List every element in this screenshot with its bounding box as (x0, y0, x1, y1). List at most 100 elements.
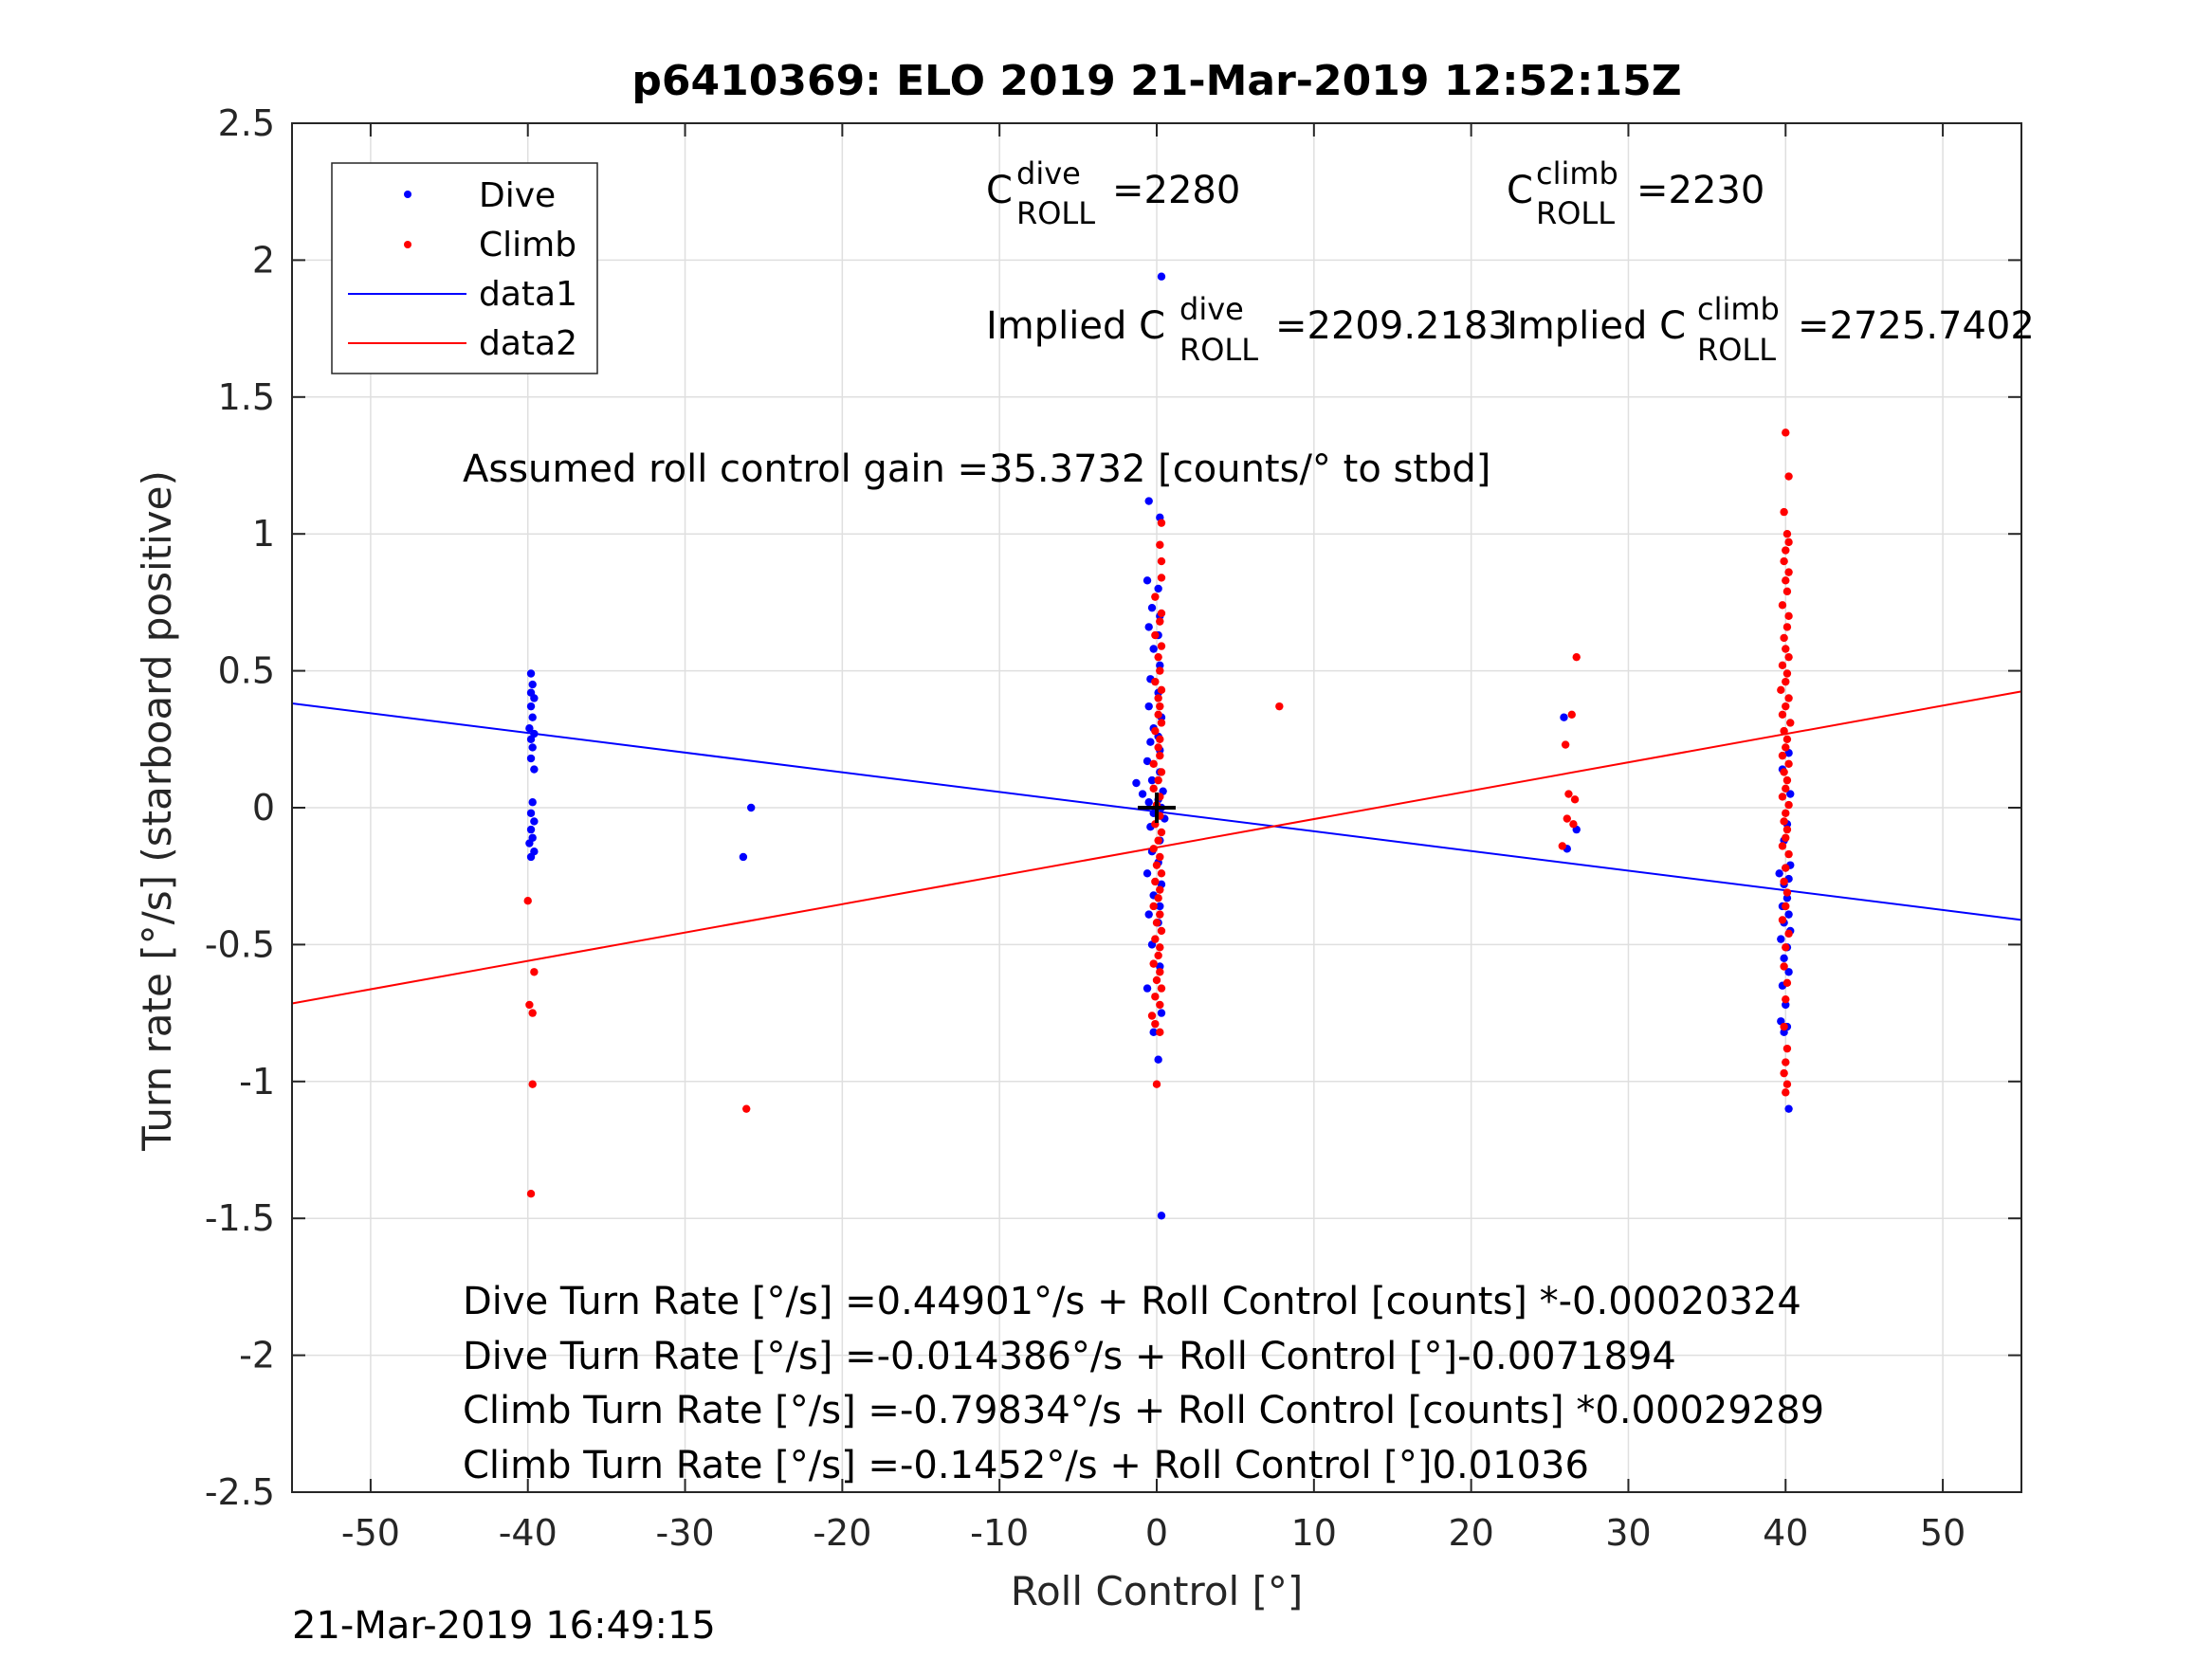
dive-point (526, 735, 536, 743)
climb-point (1157, 574, 1166, 582)
implied-climb-subscript: ROLL (1697, 332, 1776, 368)
climb-point (1157, 719, 1166, 727)
climb-point (1782, 833, 1790, 842)
implied-climb-value: =2725.7402 (1798, 304, 2035, 348)
y-tick-label: -1.5 (205, 1197, 275, 1239)
y-tick-label: 0 (252, 787, 275, 829)
climb-point (1156, 910, 1164, 919)
dive-point (1786, 790, 1795, 798)
climb-point (1782, 1044, 1792, 1053)
climb-point (1782, 888, 1792, 897)
climb-point (1782, 902, 1790, 911)
climb-point (1782, 645, 1790, 653)
climb-point (1558, 842, 1567, 850)
y-tick-label: 1.5 (218, 376, 275, 418)
climb-point (1157, 828, 1166, 837)
dive-point (1780, 1028, 1788, 1037)
fit-equation-2: Dive Turn Rate [°/s] =-0.014386°/s + Rol… (463, 1335, 1676, 1378)
climb-point (1157, 519, 1166, 527)
dive-point (530, 765, 539, 774)
climb-point (1151, 592, 1160, 601)
legend-dive-marker (404, 191, 411, 198)
dive-point (1777, 935, 1785, 943)
climb-point (1780, 1022, 1788, 1031)
implied-dive-subscript: ROLL (1179, 332, 1258, 368)
dive-point (1156, 902, 1164, 911)
dive-point (1144, 798, 1153, 807)
climb-point (1784, 472, 1793, 481)
x-tick-label: 40 (1763, 1512, 1808, 1554)
climb-point (1152, 975, 1161, 985)
implied-dive-prefix: Implied C (986, 304, 1165, 348)
climb-point (1784, 849, 1793, 859)
tick-labels: -50 -40 -30 -20 -10 0 10 20 30 40 50 2.5 2 1.5 1 0.5 0 -0… (205, 102, 1965, 1554)
y-tick-label: 1 (252, 513, 275, 555)
climb-point (1782, 677, 1790, 686)
climb-point (1784, 652, 1793, 662)
climb-point (1780, 877, 1788, 886)
x-tick-label: 0 (1145, 1512, 1168, 1554)
x-tick-label: 30 (1605, 1512, 1651, 1554)
dive-point (526, 825, 536, 834)
climb-point (1156, 540, 1164, 549)
climb-point (1778, 842, 1787, 850)
dive-point (1154, 1055, 1162, 1064)
climb-point (1154, 775, 1162, 785)
climb-point (1154, 694, 1162, 702)
climb-point (1156, 735, 1164, 743)
climb-point (530, 968, 539, 976)
x-tick-label: -40 (499, 1512, 558, 1554)
climb-point (1569, 820, 1578, 829)
climb-point (1564, 790, 1573, 798)
climb-point (1778, 661, 1787, 670)
climb-point (1784, 759, 1793, 768)
climb-point (1157, 768, 1166, 776)
y-tick-label: -1 (239, 1061, 275, 1103)
climb-point (1782, 743, 1790, 752)
c-roll-dive-value: =2280 (1112, 169, 1240, 212)
climb-point (1567, 710, 1576, 720)
climb-point (1780, 817, 1788, 826)
climb-point (1780, 507, 1788, 517)
climb-point (1778, 916, 1787, 924)
climb-point (1778, 751, 1787, 760)
dive-point (746, 803, 756, 812)
climb-point (1784, 568, 1793, 576)
climb-point (1782, 735, 1792, 743)
dive-point (1157, 1009, 1166, 1017)
climb-point (1782, 994, 1790, 1004)
climb-point (528, 1009, 537, 1017)
climb-point (1151, 993, 1160, 1001)
x-tick-label: -20 (813, 1512, 871, 1554)
x-tick-label: 20 (1448, 1512, 1493, 1554)
climb-point (1782, 1088, 1790, 1097)
dive-point (1784, 910, 1793, 919)
climb-point (1780, 726, 1788, 736)
climb-point (1149, 845, 1158, 853)
c-roll-dive-symbol: C (986, 169, 1013, 212)
climb-point (1156, 666, 1164, 675)
dive-point (1560, 713, 1568, 721)
dive-point (530, 694, 539, 702)
legend-data2-label: data2 (479, 324, 577, 363)
climb-point (742, 1104, 751, 1113)
climb-point (1151, 630, 1160, 640)
climb-point (1786, 719, 1795, 727)
climb-point (1561, 740, 1570, 749)
y-axis-label: Turn rate [°/s] (starboard positive) (134, 470, 180, 1152)
c-roll-climb-superscript: climb (1536, 155, 1618, 191)
climb-point (1149, 959, 1158, 968)
dive-point (1143, 576, 1152, 585)
dive-point (1149, 645, 1158, 653)
dive-point (528, 713, 537, 721)
climb-point (1157, 984, 1166, 993)
climb-point (1275, 702, 1284, 711)
climb-point (1782, 784, 1790, 793)
dive-point (528, 680, 537, 689)
climb-point (1570, 795, 1580, 804)
climb-point (1782, 1058, 1790, 1066)
climb-point (1777, 685, 1785, 695)
dive-point (1146, 738, 1155, 746)
climb-point (1154, 652, 1162, 662)
climb-point (1154, 836, 1162, 845)
